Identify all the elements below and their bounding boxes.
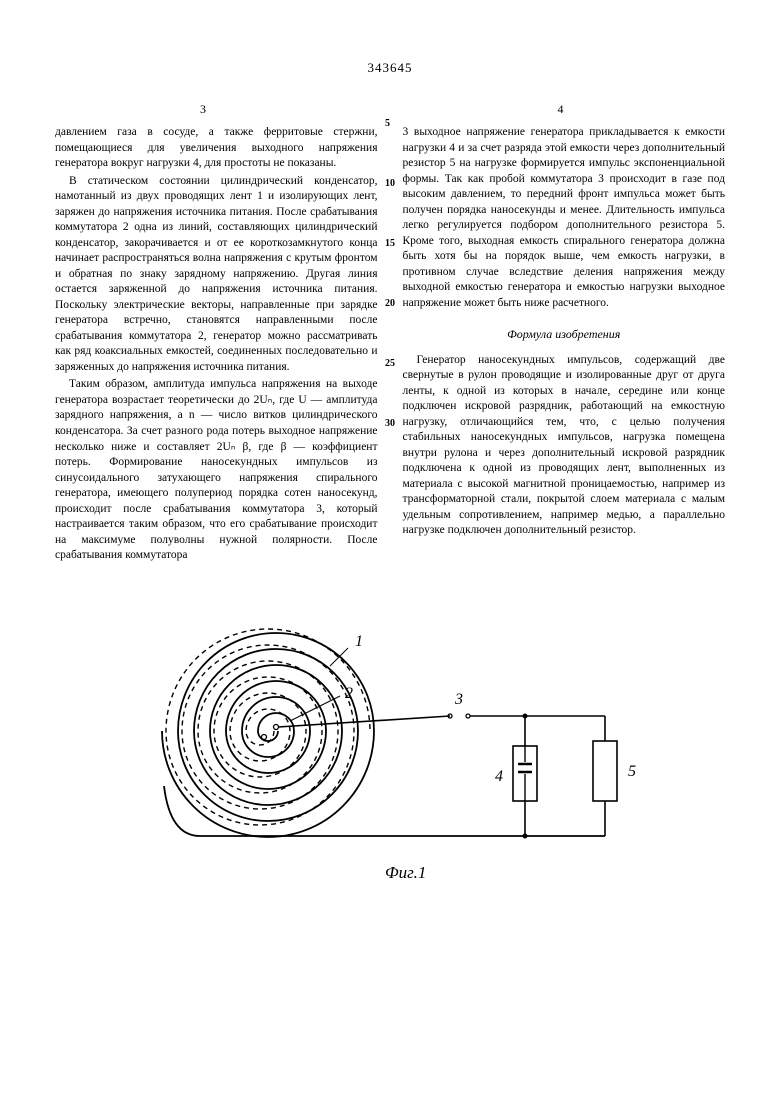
right-column-number: 4 (403, 101, 726, 117)
line-number: 30 (385, 418, 395, 478)
circuit-diagram-svg: 1 2 3 4 5 Фиг.1 (130, 586, 650, 886)
left-column: 3 давлением газа в сосуде, а также ферри… (55, 101, 378, 566)
figure-caption: Фиг.1 (385, 863, 426, 882)
figure-label-4: 4 (495, 768, 503, 785)
formula-title: Формула изобретения (403, 326, 726, 342)
left-column-number: 3 (55, 101, 378, 117)
line-number-gutter: 5 10 15 20 25 30 (385, 118, 395, 478)
right-column: 4 3 выходное напряжение генератора прикл… (403, 101, 726, 566)
line-number: 10 (385, 178, 395, 238)
figure-label-5: 5 (628, 763, 636, 780)
figure-label-2: 2 (345, 685, 353, 702)
claim-text: Генератор наносекундных импульсов, содер… (403, 353, 726, 539)
figure-label-3: 3 (454, 691, 463, 708)
figure-1: 1 2 3 4 5 Фиг.1 (55, 586, 725, 886)
line-number: 25 (385, 358, 395, 418)
paragraph: 3 выходное напряжение генератора приклад… (403, 125, 726, 311)
paragraph: давлением газа в сосуде, а также феррито… (55, 125, 378, 172)
document-number: 343645 (55, 60, 725, 76)
line-number: 5 (385, 118, 395, 178)
figure-label-1: 1 (355, 633, 363, 650)
line-number: 15 (385, 238, 395, 298)
paragraph: В статическом состоянии цилиндрический к… (55, 174, 378, 376)
paragraph: Таким образом, амплитуда импульса напряж… (55, 377, 378, 563)
line-number: 20 (385, 298, 395, 358)
